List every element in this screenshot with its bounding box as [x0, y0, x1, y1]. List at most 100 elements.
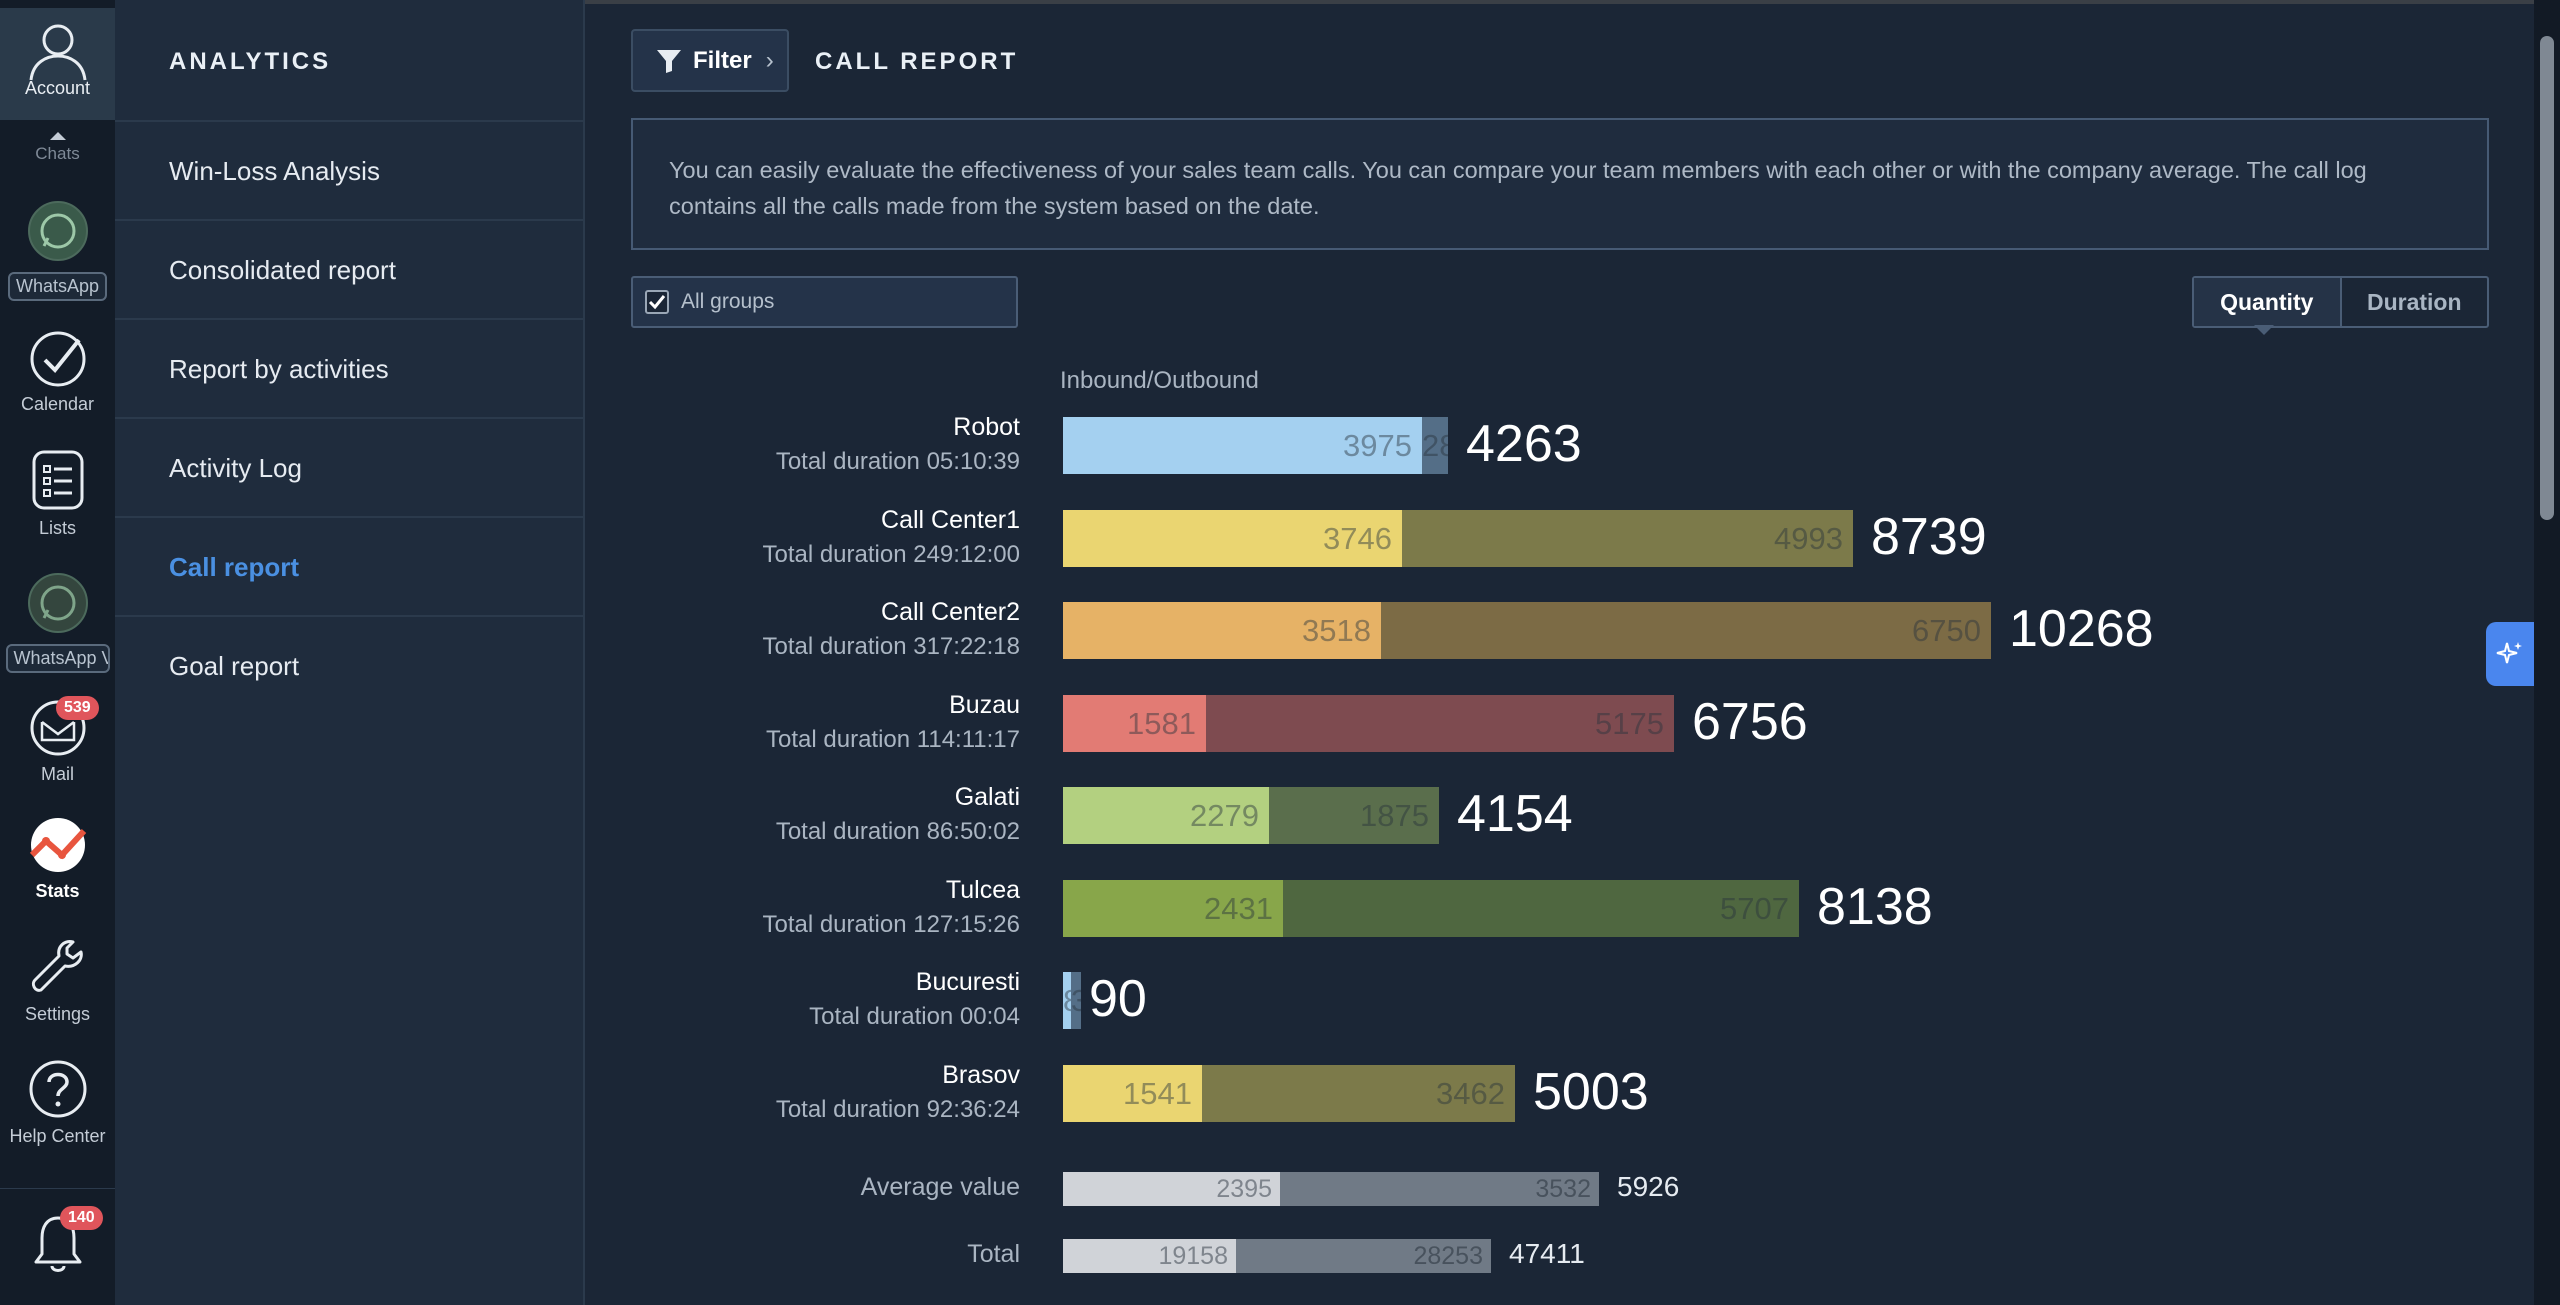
help-label: Help Center — [9, 1126, 106, 1146]
group-filter-label: All groups — [681, 290, 775, 313]
calendar-check-icon — [30, 331, 85, 387]
analytics-nav-title: ANALYTICS — [169, 48, 332, 75]
nav-report-by-activities[interactable]: Report by activities — [115, 318, 583, 417]
bar-inbound[interactable]: 3746 — [1063, 509, 1402, 567]
bar-inbound[interactable]: 3975 — [1063, 417, 1422, 474]
row-total: 4263 — [1466, 415, 1582, 473]
ai-assistant-button[interactable] — [2486, 622, 2534, 686]
page-scrollbar[interactable] — [2534, 0, 2560, 1305]
bar-inbound[interactable]: 2279 — [1063, 787, 1269, 844]
mail-item[interactable]: 539 Mail — [0, 696, 115, 785]
chats-label: Chats — [35, 144, 80, 163]
row-total: 90 — [1089, 970, 1147, 1028]
bar-inbound[interactable]: 2431 — [1063, 879, 1283, 937]
toggle-duration[interactable]: Duration — [2366, 288, 2462, 315]
row-name: Brasov — [942, 1060, 1020, 1089]
rail-divider — [0, 1188, 115, 1189]
row-name: Buzau — [949, 690, 1020, 719]
summary-total: 5926 — [1617, 1171, 1680, 1202]
whatsapp-icon — [27, 201, 88, 261]
row-duration: Total duration 317:22:18 — [762, 633, 1020, 660]
row-total: 8739 — [1871, 507, 1987, 566]
row-total: 4154 — [1457, 785, 1573, 843]
toggle-pointer — [2254, 325, 2274, 335]
settings-label: Settings — [24, 1004, 91, 1024]
account-label: Account — [24, 78, 91, 98]
bar-inbound[interactable]: 1541 — [1063, 1064, 1202, 1122]
row-name: Galati — [954, 783, 1020, 811]
row-total: 10268 — [2009, 600, 2154, 658]
nav-win-loss-analysis[interactable]: Win-Loss Analysis — [115, 120, 583, 219]
bar-inbound[interactable]: 3518 — [1063, 602, 1381, 659]
lists-icon — [32, 450, 83, 510]
summary-total: 47411 — [1509, 1238, 1585, 1269]
whatsapp-item-2[interactable]: WhatsApp V — [0, 572, 115, 678]
account-area[interactable]: Account — [0, 8, 115, 120]
row-duration: Total duration 00:04 — [809, 1003, 1020, 1030]
bar-outbound[interactable]: 288 — [1422, 417, 1448, 474]
bar-inbound[interactable]: 87 — [1063, 972, 1073, 1029]
wrench-icon — [31, 940, 83, 992]
bar-outbound[interactable]: 5707 — [1283, 879, 1799, 937]
calendar-label: Calendar — [20, 394, 95, 414]
chevron-right-icon: › — [765, 46, 774, 74]
toggle-quantity[interactable]: Quantity — [2194, 278, 2342, 326]
account-icon — [29, 24, 86, 81]
chevron-up-icon — [49, 132, 66, 140]
bar-outbound[interactable]: 5175 — [1206, 694, 1674, 752]
stats-item[interactable]: Stats — [0, 815, 115, 902]
lists-item[interactable]: Lists — [0, 448, 115, 539]
calendar-item[interactable]: Calendar — [0, 330, 115, 415]
stats-chart-icon — [29, 818, 86, 872]
stats-label: Stats — [35, 881, 80, 901]
summary-bar-outbound[interactable]: 28253 — [1236, 1239, 1491, 1273]
row-duration: Total duration 249:12:00 — [762, 540, 1020, 568]
row-duration: Total duration 127:15:26 — [762, 910, 1020, 938]
bar-inbound[interactable]: 1581 — [1063, 694, 1206, 752]
row-name: Tulcea — [945, 875, 1020, 904]
nav-activity-log[interactable]: Activity Log — [115, 417, 583, 516]
summary-label: Average value — [860, 1173, 1020, 1201]
chart-subtitle: Inbound/Outbound — [1060, 367, 1259, 394]
bar-outbound[interactable]: 4993 — [1402, 509, 1853, 567]
group-filter-select[interactable]: All groups — [631, 276, 1018, 328]
summary-bar-inbound[interactable]: 2395 — [1063, 1172, 1280, 1206]
filter-label: Filter — [693, 46, 752, 74]
notifications-count-badge: 140 — [60, 1206, 103, 1230]
summary-bar-outbound[interactable]: 3532 — [1280, 1172, 1599, 1206]
help-question-icon — [29, 1060, 86, 1118]
settings-item[interactable]: Settings — [0, 936, 115, 1025]
chats-item[interactable]: Chats — [0, 130, 115, 164]
nav-consolidated-report[interactable]: Consolidated report — [115, 219, 583, 318]
app-rail: Account Chats WhatsApp Calendar Lists — [0, 0, 115, 1305]
checkmark-icon — [648, 295, 666, 310]
mail-label: Mail — [40, 764, 74, 784]
help-center-item[interactable]: Help Center — [0, 1058, 115, 1147]
group-checkbox[interactable] — [645, 290, 669, 314]
bar-outbound[interactable]: 6750 — [1381, 602, 1991, 659]
filter-button[interactable]: Filter › — [631, 29, 789, 92]
nav-goal-report[interactable]: Goal report — [115, 615, 583, 714]
row-duration: Total duration 92:36:24 — [775, 1095, 1020, 1123]
row-duration: Total duration 05:10:39 — [775, 448, 1020, 475]
lists-label: Lists — [38, 518, 76, 538]
row-name: Call Center1 — [881, 505, 1020, 534]
row-total: 6756 — [1692, 692, 1808, 751]
row-duration: Total duration 86:50:02 — [775, 818, 1020, 845]
scrollbar-thumb[interactable] — [2540, 36, 2554, 520]
analytics-nav: ANALYTICS Win-Loss Analysis Consolidated… — [115, 0, 585, 1305]
row-name: Bucuresti — [915, 968, 1020, 996]
nav-call-report[interactable]: Call report — [115, 516, 583, 615]
row-duration: Total duration 114:11:17 — [766, 725, 1020, 753]
mail-count-badge: 539 — [56, 696, 99, 720]
summary-bar-inbound[interactable]: 19158 — [1063, 1239, 1236, 1273]
bar-outbound[interactable]: 3462 — [1202, 1064, 1515, 1122]
whatsapp-item-1[interactable]: WhatsApp — [0, 200, 115, 306]
whatsapp-label-2: WhatsApp V — [5, 644, 110, 673]
notifications-item[interactable]: 140 — [0, 1206, 115, 1276]
whatsapp-icon — [27, 573, 88, 633]
bar-outbound[interactable]: 3 — [1071, 972, 1081, 1029]
whatsapp-label-1: WhatsApp — [7, 272, 108, 301]
bar-outbound[interactable]: 1875 — [1269, 787, 1439, 844]
row-total: 8138 — [1817, 877, 1933, 936]
